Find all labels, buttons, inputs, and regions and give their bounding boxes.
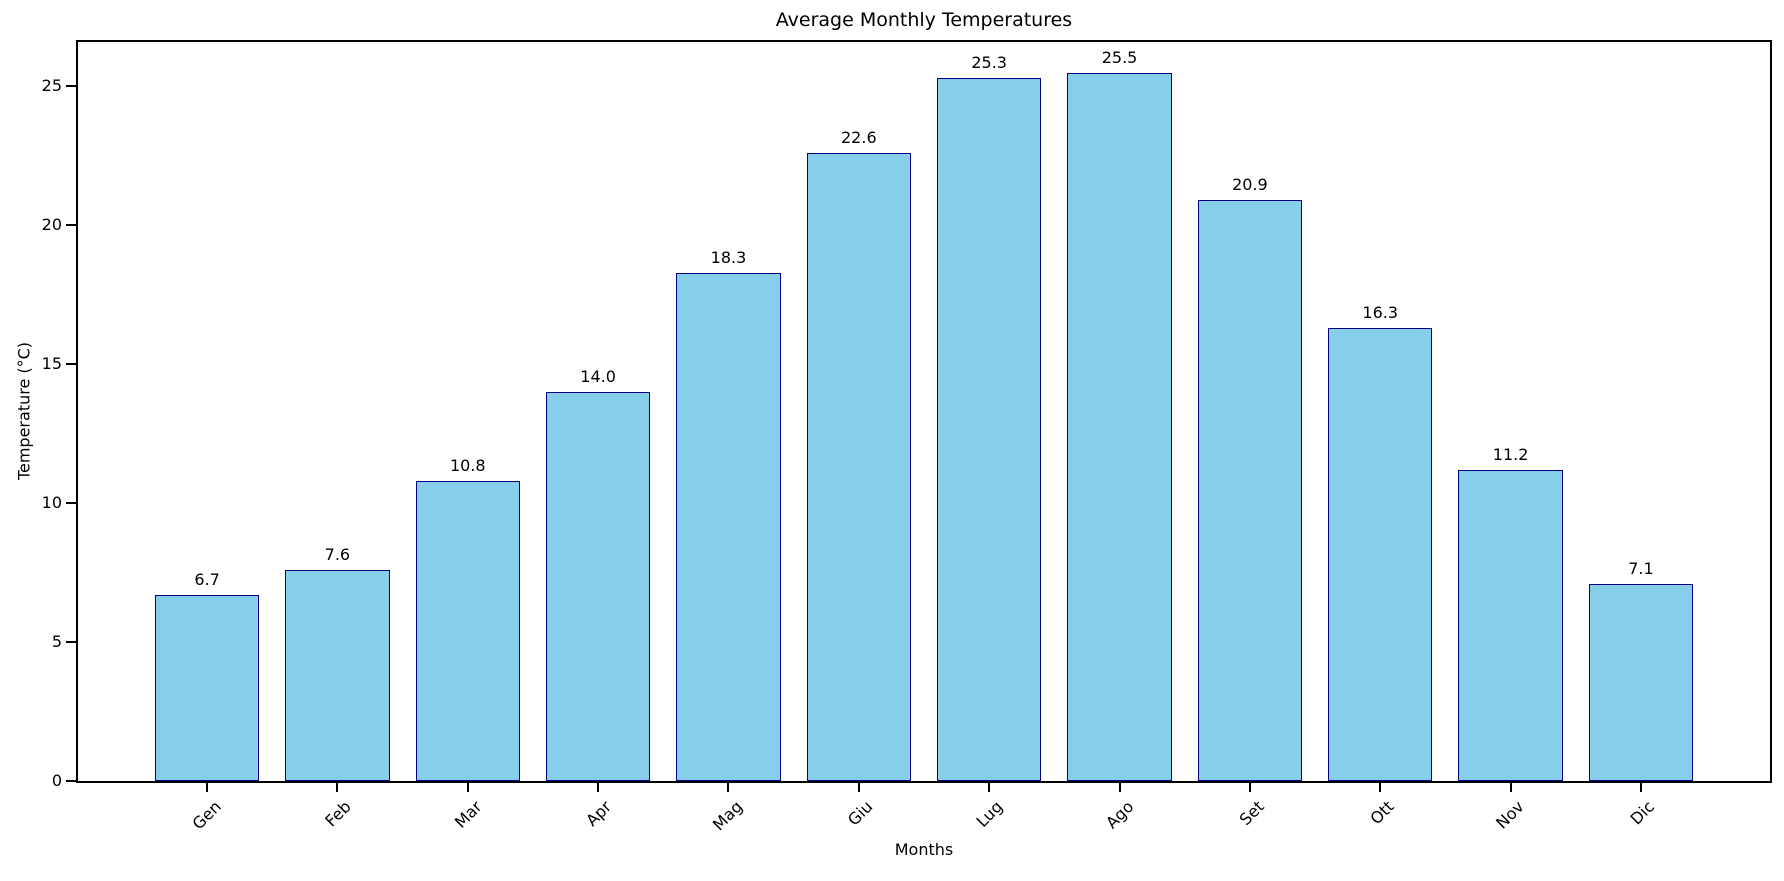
- y-tick: [66, 224, 76, 227]
- bar-value-label: 6.7: [194, 569, 220, 589]
- x-tick: [1639, 783, 1642, 792]
- x-tick-label: Nov: [1492, 797, 1529, 833]
- bar-value-label: 10.8: [449, 455, 486, 475]
- x-tick: [336, 783, 339, 792]
- y-tick: [66, 502, 76, 505]
- bar-value-label: 20.9: [1232, 175, 1268, 195]
- x-tick-label: Ago: [1101, 797, 1137, 833]
- y-tick: [66, 363, 76, 366]
- bar: [1588, 583, 1694, 781]
- bar: [1458, 469, 1563, 781]
- bar: [1197, 200, 1303, 781]
- x-tick: [466, 783, 469, 792]
- bar: [545, 392, 651, 781]
- x-tick: [727, 783, 730, 792]
- x-tick-label: Mar: [450, 797, 486, 832]
- x-tick: [1118, 783, 1121, 792]
- x-tick-label: Lug: [972, 797, 1007, 831]
- y-tick-label: 20: [41, 215, 62, 235]
- y-tick-label: 15: [41, 354, 62, 374]
- x-tick: [597, 783, 600, 792]
- y-tick-label: 10: [41, 493, 62, 513]
- x-tick-label: Ott: [1366, 797, 1398, 829]
- x-tick-label: Gen: [188, 797, 225, 834]
- y-tick-label: 0: [51, 771, 62, 790]
- bar-value-label: 7.1: [1628, 558, 1654, 578]
- bar: [415, 480, 520, 781]
- y-tick: [66, 85, 76, 88]
- y-tick: [66, 780, 76, 782]
- x-tick-label: Apr: [582, 797, 616, 831]
- bar-value-label: 18.3: [710, 247, 747, 267]
- x-tick-label: Feb: [321, 797, 355, 831]
- x-tick: [988, 783, 991, 792]
- x-tick: [1509, 783, 1512, 792]
- bar: [676, 272, 781, 781]
- bar: [1067, 72, 1172, 781]
- x-tick-label: Set: [1235, 797, 1268, 830]
- x-tick-label: Mag: [708, 797, 746, 835]
- x-tick-label: Dic: [1626, 797, 1659, 829]
- y-tick: [66, 641, 76, 644]
- x-tick: [1379, 783, 1382, 792]
- bar: [937, 78, 1042, 781]
- bar-value-label: 14.0: [580, 367, 616, 387]
- x-tick: [1248, 783, 1251, 792]
- bar: [285, 569, 390, 781]
- bar: [154, 594, 260, 781]
- bar-value-label: 22.6: [841, 128, 877, 148]
- x-axis-label: Months: [894, 840, 954, 859]
- x-tick: [206, 783, 209, 792]
- bar-value-label: 11.2: [1492, 444, 1529, 464]
- x-tick-label: Giu: [843, 797, 877, 830]
- bar: [1328, 328, 1433, 781]
- y-tick-label: 25: [41, 76, 62, 96]
- plot-area: 0 5 10 15 20 25 6.7 Gen 7.6 Feb 10.8 Mar 14.0 Apr 18.3…: [42, 40, 1772, 834]
- chart-title: Average Monthly Temperatures: [775, 9, 1073, 31]
- bar-value-label: 25.5: [1101, 47, 1138, 67]
- bar-value-label: 7.6: [324, 544, 351, 564]
- x-tick: [857, 783, 860, 792]
- bar-value-label: 25.3: [971, 53, 1007, 73]
- bar: [806, 153, 911, 781]
- y-tick-label: 5: [51, 632, 62, 652]
- bar-value-label: 16.3: [1362, 303, 1399, 323]
